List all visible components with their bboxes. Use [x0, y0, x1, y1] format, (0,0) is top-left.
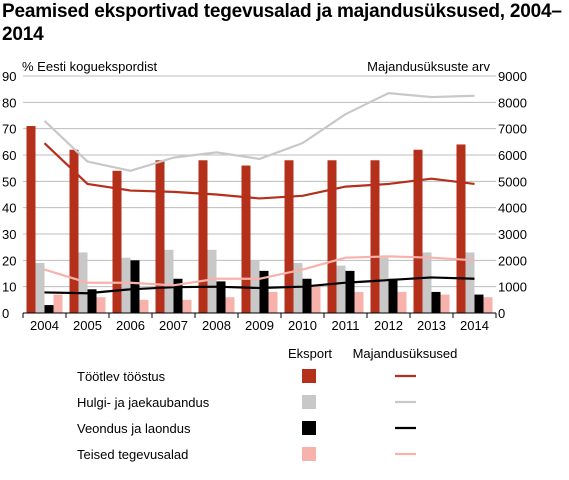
y-right-tick-label: 7000: [498, 122, 527, 137]
bar: [44, 305, 54, 313]
y-left-tick-label: 90: [2, 69, 16, 84]
bar: [53, 294, 63, 313]
x-tick-label: 2010: [288, 318, 317, 333]
x-tick-label: 2012: [374, 318, 403, 333]
y-left-tick-label: 30: [2, 227, 16, 242]
bar: [173, 278, 183, 313]
bar: [413, 149, 423, 313]
y-right-tick-label: 2000: [498, 253, 527, 268]
bar: [139, 299, 149, 313]
bar: [121, 257, 131, 313]
y-right-tick-label: 4000: [498, 201, 527, 216]
series-lines: [43, 92, 475, 295]
legend-header-lines: Majandusüksused: [353, 346, 458, 361]
y-right-tick-label: 9000: [498, 69, 527, 84]
bar: [370, 160, 380, 313]
legend: Eksport Majandusüksused Töötlev tööstus Hul…: [77, 346, 457, 462]
y-left-tick-label: 40: [2, 201, 16, 216]
bar: [327, 160, 337, 313]
bar: [345, 270, 355, 313]
bar: [431, 291, 441, 313]
bar: [198, 160, 208, 313]
bar: [69, 149, 79, 313]
series-line: [44, 255, 475, 287]
legend-label: Veondus ja laondus: [77, 421, 191, 436]
y-left-tick-label: 80: [2, 95, 16, 110]
bar: [259, 270, 269, 313]
bar: [302, 278, 312, 313]
bar: [284, 160, 294, 313]
bar: [225, 297, 235, 313]
x-tick-label: 2007: [159, 318, 188, 333]
axes: 0 10 20 30 40 50 60 70 80 90 0 1000 2000 3000 4000 5000…: [2, 69, 527, 333]
bar: [397, 291, 407, 313]
bar: [268, 291, 278, 313]
x-tick-label: 2009: [245, 318, 274, 333]
x-tick-label: 2004: [30, 318, 59, 333]
y-right-tick-label: 0: [498, 306, 505, 321]
bar: [182, 299, 192, 313]
x-tick-label: 2008: [202, 318, 231, 333]
y-axis-right-label: Majandusüksuste arv: [367, 59, 490, 74]
bar: [207, 249, 217, 313]
legend-header-bars: Eksport: [288, 346, 332, 361]
bar: [112, 170, 122, 313]
legend-label: Töötlev tööstus: [77, 369, 166, 384]
y-right-tick-label: 1000: [498, 280, 527, 295]
y-right-tick-label: 5000: [498, 174, 527, 189]
bar: [422, 252, 432, 313]
bar: [78, 252, 88, 313]
x-tick-label: 2006: [116, 318, 145, 333]
bar: [216, 281, 226, 313]
bar: [26, 126, 36, 314]
x-tick-label: 2005: [73, 318, 102, 333]
legend-swatch: [302, 369, 316, 383]
y-left-tick-label: 70: [2, 122, 16, 137]
bars: [26, 126, 493, 314]
bar: [250, 260, 260, 313]
y-right-tick-label: 6000: [498, 148, 527, 163]
series-line: [43, 92, 475, 172]
bar: [96, 297, 106, 313]
y-left-tick-label: 20: [2, 253, 16, 268]
y-right-tick-label: 3000: [498, 227, 527, 242]
x-tick-label: 2014: [460, 318, 489, 333]
bar: [164, 249, 174, 313]
bar: [388, 278, 398, 313]
y-right-tick-label: 8000: [498, 95, 527, 110]
bar: [241, 165, 251, 313]
legend-label: Hulgi- ja jaekaubandus: [77, 395, 210, 410]
bar: [483, 297, 493, 313]
bar: [379, 257, 389, 313]
chart-title: Peamised eksportivad tegevusalad ja maja…: [2, 1, 562, 45]
bar: [293, 262, 303, 313]
bar: [465, 252, 475, 313]
y-left-tick-label: 0: [2, 306, 9, 321]
legend-swatch: [302, 421, 316, 435]
legend-swatch: [302, 395, 316, 409]
x-tick-label: 2013: [417, 318, 446, 333]
bar: [456, 144, 466, 313]
series-line: [43, 142, 475, 200]
bar: [35, 262, 45, 313]
bar: [354, 291, 364, 313]
bar: [130, 260, 140, 313]
y-left-tick-label: 50: [2, 174, 16, 189]
bar: [311, 286, 321, 313]
y-left-tick-label: 60: [2, 148, 16, 163]
legend-swatch: [302, 447, 316, 461]
y-axis-left-label: % Eesti koguekspordist: [22, 59, 158, 74]
x-tick-label: 2011: [332, 318, 360, 333]
y-left-tick-label: 10: [2, 280, 16, 295]
bar: [474, 294, 484, 313]
bar: [87, 289, 97, 313]
bar: [336, 265, 346, 313]
bar: [440, 294, 450, 313]
series-line: [44, 276, 475, 295]
bar: [155, 160, 165, 313]
legend-label: Teised tegevusalad: [77, 447, 188, 462]
